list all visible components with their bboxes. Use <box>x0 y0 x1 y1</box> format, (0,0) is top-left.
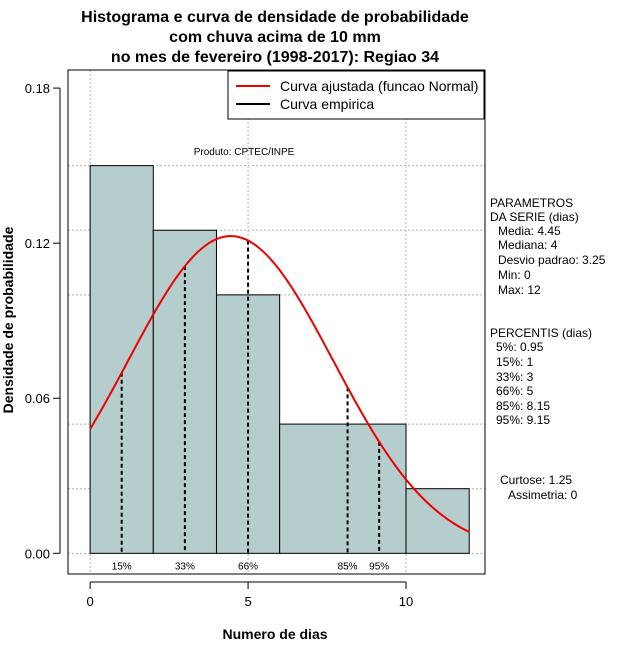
legend-label-empirical: Curva empirica <box>280 96 374 112</box>
percentis-panel: PERCENTIS (dias) 5%: 0.95 15%: 1 33%: 3 … <box>490 326 592 427</box>
curtose-text: Curtose: 1.25 <box>500 473 572 487</box>
percentis-line: 66%: 5 <box>496 384 534 398</box>
y-axis-label: Densidade de probabilidade <box>0 226 16 413</box>
percentis-line: 5%: 0.95 <box>496 340 544 354</box>
chart-title-line-2: com chuva acima de 10 mm <box>169 29 381 46</box>
axes: 0 5 10 0.00 0.06 0.12 0.18 <box>25 81 414 609</box>
chart-title-line-1: Histograma e curva de densidade de proba… <box>81 9 469 26</box>
percentile-lines: 15% 33% 66% 85% 95% <box>112 240 389 572</box>
percentis-line: 33%: 3 <box>496 370 534 384</box>
parametros-heading-1: PARAMETROS <box>490 196 573 210</box>
percentis-line: 95%: 9.15 <box>496 413 550 427</box>
percentis-heading: PERCENTIS (dias) <box>490 326 592 340</box>
parametros-panel: PARAMETROS DA SERIE (dias) Media: 4.45 M… <box>490 196 606 297</box>
y-tick-label: 0.06 <box>25 391 50 406</box>
parametros-heading-2: DA SERIE (dias) <box>490 210 579 224</box>
legend-label-fitted: Curva ajustada (funcao Normal) <box>280 78 478 94</box>
percentile-label: 66% <box>238 561 258 572</box>
parametros-line: Desvio padrao: 3.25 <box>498 253 606 267</box>
y-tick-label: 0.18 <box>25 81 50 96</box>
percentile-label: 15% <box>112 561 132 572</box>
histogram-bars <box>89 165 470 554</box>
x-tick-label: 0 <box>86 594 93 609</box>
parametros-line: Max: 12 <box>498 283 541 297</box>
percentis-line: 85%: 8.15 <box>496 399 550 413</box>
percentile-label: 95% <box>369 561 389 572</box>
percentile-label: 33% <box>175 561 195 572</box>
chart-title-line-3: no mes de fevereiro (1998-2017): Regiao … <box>111 49 439 66</box>
assimetria-text: Assimetria: 0 <box>508 488 578 502</box>
percentis-line: 15%: 1 <box>496 355 534 369</box>
histogram-bar <box>405 488 470 554</box>
parametros-line: Media: 4.45 <box>498 224 561 238</box>
plot-frame <box>67 69 486 575</box>
product-annotation: Produto: CPTEC/INPE <box>194 147 295 158</box>
histogram-bar <box>279 423 407 554</box>
y-tick-label: 0.12 <box>25 236 50 251</box>
legend: Curva ajustada (funcao Normal) Curva emp… <box>227 70 485 120</box>
legend-box <box>227 70 485 120</box>
parametros-line: Min: 0 <box>498 268 531 282</box>
x-tick-label: 10 <box>399 594 413 609</box>
parametros-line: Mediana: 4 <box>498 238 558 252</box>
x-tick-label: 5 <box>244 594 251 609</box>
x-axis-label: Numero de dias <box>222 626 327 642</box>
normal-curve <box>89 235 470 533</box>
y-tick-label: 0.00 <box>25 546 50 561</box>
percentile-label: 85% <box>338 561 358 572</box>
